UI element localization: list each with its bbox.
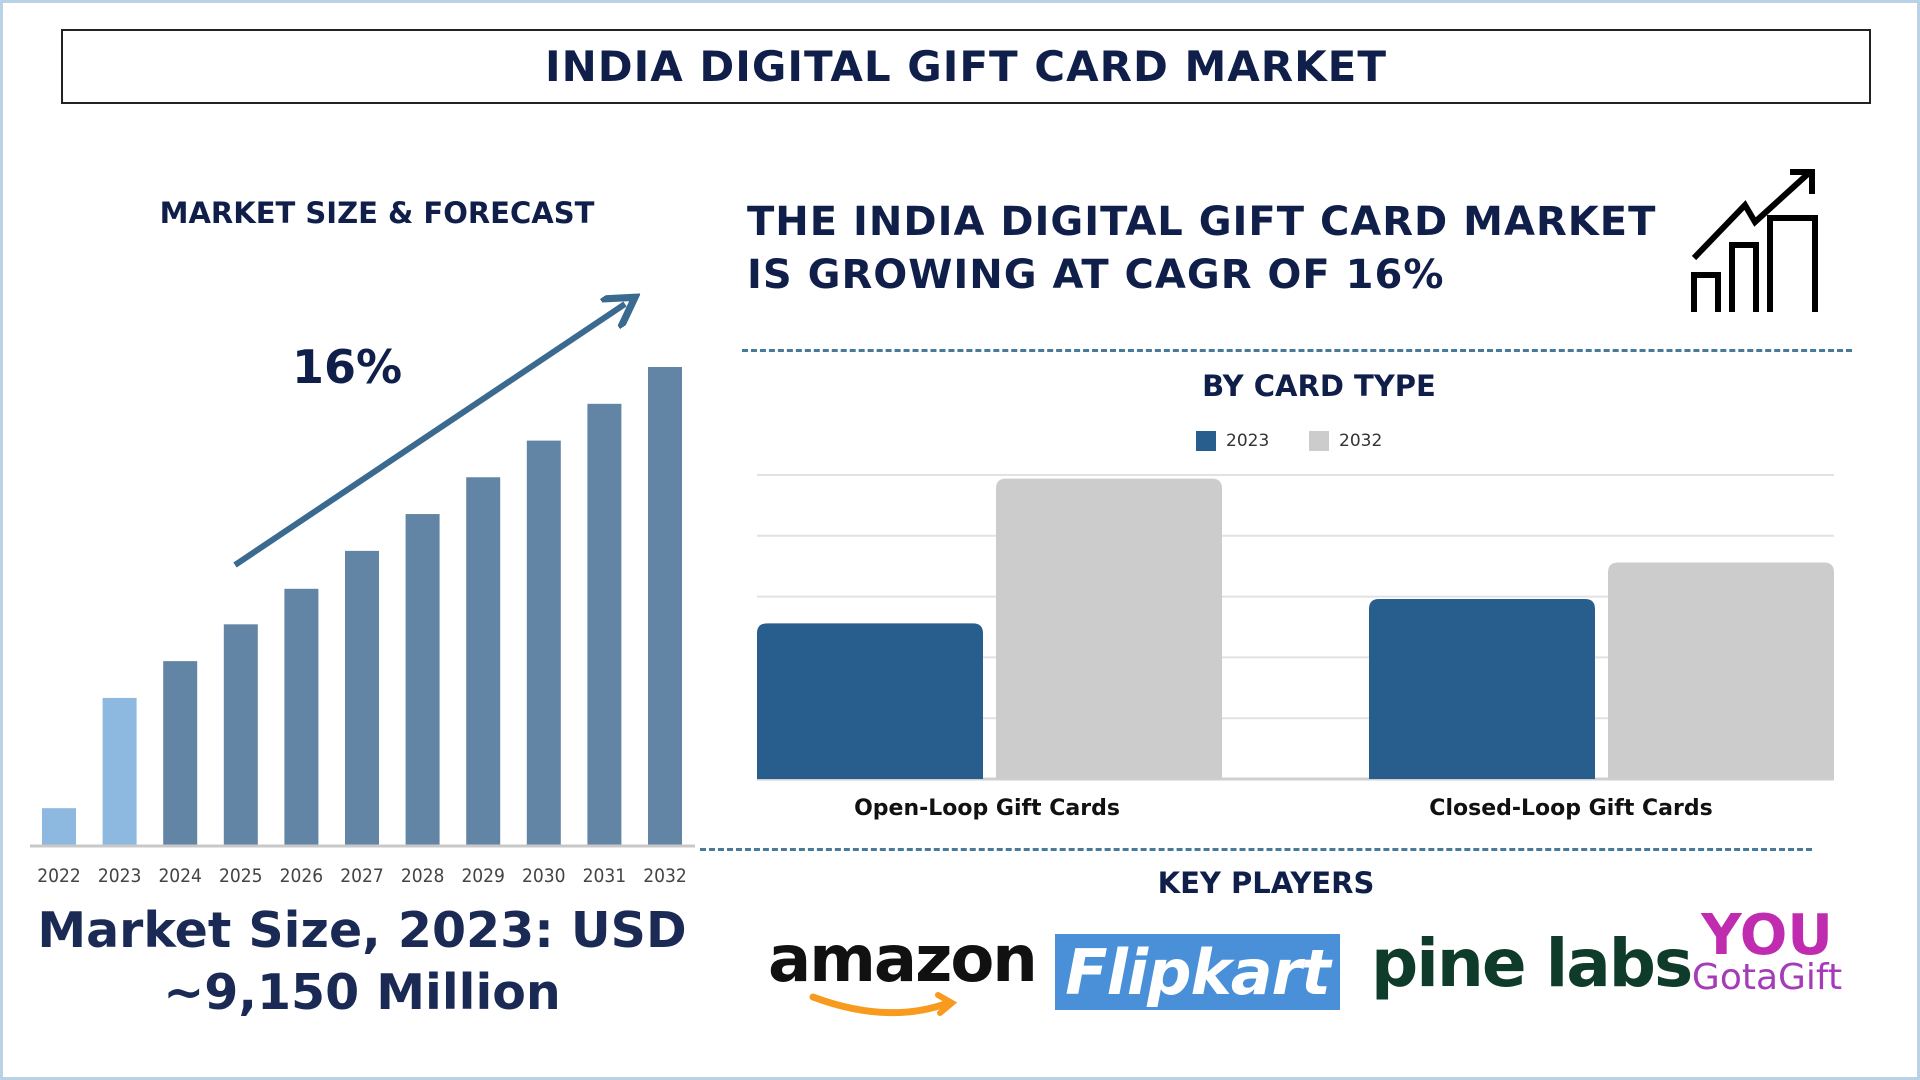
bar-2022 [42,808,76,845]
year-label-2023: 2023 [97,865,142,887]
yougotagift-logo: YOU GotaGift [1691,903,1843,998]
bar-2023 [102,697,137,845]
divider-bottom [700,848,1812,851]
bar-2032 [648,367,682,845]
cagr-annotation: 16% [291,340,403,394]
market-size-line1: Market Size, 2023: USD [37,902,687,959]
category-label-closed-loop: Closed-Loop Gift Cards [1429,796,1713,821]
category-label-open-loop: Open-Loop Gift Cards [854,796,1120,821]
bar-2025 [223,624,258,845]
bar-closed-loop-gift-cards-2032 [1608,562,1834,779]
bar-2030 [526,440,561,845]
card-type-heading: BY CARD TYPE [1202,369,1436,403]
bar-2024 [163,661,198,845]
year-label-2028: 2028 [400,865,445,887]
year-label-2030: 2030 [522,865,566,887]
bar-2029 [466,477,501,845]
year-label-2031: 2031 [582,865,627,887]
flipkart-logo: Flipkart [1055,934,1340,1010]
page-title: INDIA DIGITAL GIFT CARD MARKET [61,29,1871,104]
year-label-2024: 2024 [158,865,202,887]
bar-open-loop-gift-cards-2023 [757,623,983,779]
amazon-logo: amazon [768,925,1040,1025]
year-label-2022: 2022 [37,865,81,887]
legend-item-2032: 2032 [1309,431,1382,451]
divider-top [742,349,1852,352]
market-size-line2: ~9,150 Million [163,964,561,1021]
bar-2027 [345,550,379,845]
bar-2028 [405,514,440,845]
year-label-2029: 2029 [461,865,505,887]
market-size-text: Market Size, 2023: USD ~9,150 Million [37,900,686,1024]
market-size-heading: MARKET SIZE & FORECAST [159,196,595,230]
year-label-2027: 2027 [340,865,384,887]
year-label-2032: 2032 [643,865,687,887]
bar-2031 [587,403,622,845]
headline-line1: THE INDIA DIGITAL GIFT CARD MARKET [747,199,1657,245]
growth-arrow [233,304,625,568]
headline-line2: IS GROWING AT CAGR OF 16% [747,252,1445,298]
bar-2026 [284,588,319,845]
year-label-2025: 2025 [219,865,263,887]
legend-label: 2032 [1339,431,1383,451]
year-label-2026: 2026 [279,865,324,887]
legend-swatch [1309,431,1329,451]
key-players-heading: KEY PLAYERS [1157,866,1375,900]
legend-label: 2023 [1226,431,1270,451]
cagr-headline: THE INDIA DIGITAL GIFT CARD MARKET IS GR… [747,196,1656,302]
bar-open-loop-gift-cards-2032 [996,478,1222,779]
legend-swatch [1196,431,1216,451]
legend-item-2023: 2023 [1196,431,1269,451]
growth-chart-icon [1691,169,1818,312]
bar-closed-loop-gift-cards-2023 [1369,599,1595,779]
pine-labs-logo: pine labs [1371,925,1693,1002]
